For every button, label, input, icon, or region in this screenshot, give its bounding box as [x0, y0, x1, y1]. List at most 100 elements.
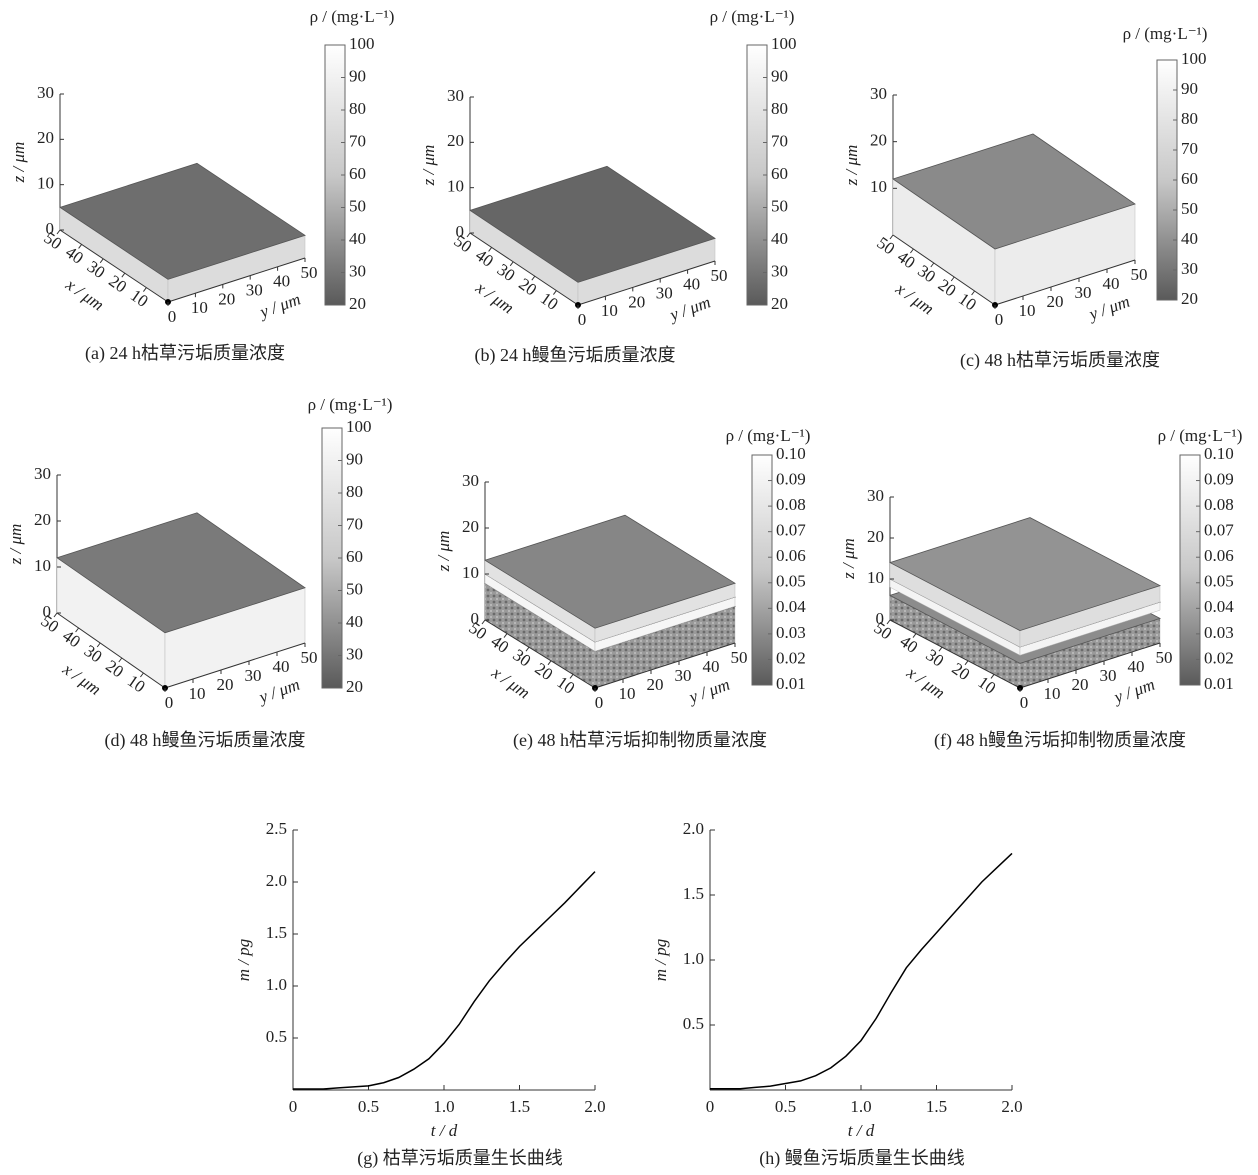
y-tick-label: 20: [218, 289, 235, 308]
colorbar-tick-label: 50: [771, 196, 788, 215]
y-axis-label: m / pg: [651, 939, 670, 982]
x-tick-label: 0: [289, 1097, 298, 1116]
y-tick-label: 30: [1075, 283, 1092, 302]
y-tick-label: 30: [245, 666, 262, 685]
x-tick: [466, 232, 471, 238]
colorbar-label: ρ / (mg·L⁻¹): [1158, 426, 1243, 445]
z-tick-label: 30: [34, 464, 51, 483]
y-tick-label: 10: [1019, 301, 1036, 320]
x-tick-label: 40: [897, 632, 922, 657]
x-tick-label: 30: [84, 257, 109, 282]
y-tick-label: 2.0: [683, 819, 704, 838]
colorbar-tick-label: 60: [771, 164, 788, 183]
x-tick: [75, 627, 79, 633]
colorbar-tick-label: 70: [771, 131, 788, 150]
z-tick-label: 20: [37, 128, 54, 147]
colorbar-tick-label: 40: [346, 612, 363, 631]
y-tick-label: 40: [683, 275, 700, 294]
x-axis-label: x / μm: [62, 274, 108, 314]
x-tick-label: 20: [102, 656, 127, 681]
colorbar-tick-label: 50: [346, 579, 363, 598]
x-axis-label: x / μm: [892, 278, 938, 318]
x-tick-label: 40: [59, 626, 84, 651]
y-tick-label: 20: [217, 675, 234, 694]
x-tick-label: 10: [124, 671, 149, 696]
x-tick-label: 10: [127, 286, 152, 311]
colorbar-tick-label: 70: [349, 131, 366, 150]
x-tick-label: 10: [554, 672, 579, 697]
colorbar-tick-label: 0.08: [776, 495, 806, 514]
x-tick-label: 1.0: [850, 1097, 871, 1116]
x-tick-label: 0.5: [775, 1097, 796, 1116]
z-axis-label: z / μm: [839, 538, 858, 580]
y-tick-label: 2.0: [266, 871, 287, 890]
colorbar-tick-label: 0.02: [1204, 648, 1234, 667]
y-tick-label: 20: [1047, 292, 1064, 311]
colorbar-tick-label: 40: [349, 229, 366, 248]
z-axis-label: z / μm: [434, 531, 453, 573]
y-tick-label: 10: [601, 301, 618, 320]
x-axis-label: t / d: [431, 1121, 458, 1140]
z-axis-label: z / μm: [842, 145, 861, 187]
colorbar-label: ρ / (mg·L⁻¹): [710, 7, 795, 26]
y-tick-label: 1.0: [266, 975, 287, 994]
x-axis-label: x / μm: [472, 277, 518, 317]
x-tick-label: 30: [923, 645, 948, 670]
colorbar-tick-label: 0.01: [1204, 674, 1234, 693]
colorbar-tick-label: 30: [346, 644, 363, 663]
z-tick-label: 20: [34, 510, 51, 529]
x-tick: [142, 287, 147, 292]
colorbar-tick-label: 0.04: [1204, 597, 1234, 616]
y-axis: [577, 260, 716, 306]
x-tick-label: 2.0: [1001, 1097, 1022, 1116]
colorbar-tick-label: 50: [349, 196, 366, 215]
caption: (b) 24 h鳗鱼污垢质量浓度: [475, 345, 676, 366]
y-tick-label: 10: [619, 684, 636, 703]
colorbar-tick-label: 20: [1181, 289, 1198, 308]
z-tick-label: 10: [447, 177, 464, 196]
x-tick-label: 40: [488, 632, 513, 657]
y-tick-label: 0: [168, 307, 177, 326]
x-tick-label: 30: [494, 260, 519, 285]
colorbar-tick-label: 50: [1181, 199, 1198, 218]
y-tick-label: 50: [301, 263, 318, 282]
growth-curve: [293, 871, 596, 1090]
colorbar-tick-label: 0.07: [776, 521, 806, 540]
colorbar-tick-label: 0.03: [776, 623, 806, 642]
x-axis-label: x / μm: [59, 659, 105, 699]
slab-top: [469, 165, 716, 283]
z-tick-label: 30: [37, 83, 54, 102]
x-tick-label: 10: [955, 289, 980, 314]
colorbar-tick-label: 0.05: [776, 572, 806, 591]
y-tick-label: 40: [1103, 274, 1120, 293]
x-tick: [889, 234, 894, 240]
x-tick-label: 30: [510, 645, 535, 670]
colorbar-tick-label: 100: [349, 34, 375, 53]
x-axis-label: x / μm: [903, 662, 949, 702]
x-tick-label: 1.5: [509, 1097, 530, 1116]
x-tick-label: 40: [472, 245, 497, 270]
x-tick-label: 40: [62, 242, 87, 267]
y-tick-label: 0: [595, 693, 604, 712]
colorbar-tick-label: 0.05: [1204, 572, 1234, 591]
z-tick-label: 0: [876, 609, 885, 628]
x-tick-label: 40: [894, 247, 919, 272]
y-tick-label: 10: [191, 298, 208, 317]
z-axis-label: z / μm: [419, 145, 438, 187]
y-tick-label: 40: [703, 657, 720, 676]
x-tick: [118, 657, 123, 663]
colorbar-tick-label: 0.08: [1204, 495, 1234, 514]
z-tick-label: 0: [456, 222, 465, 241]
z-tick-label: 30: [867, 486, 884, 505]
colorbar-tick-label: 0.07: [1204, 521, 1234, 540]
y-tick-label: 40: [1128, 657, 1145, 676]
x-tick: [96, 642, 101, 648]
z-tick-label: 10: [867, 568, 884, 587]
y-tick-label: 20: [628, 292, 645, 311]
colorbar-tick-label: 30: [1181, 259, 1198, 278]
colorbar-label: ρ / (mg·L⁻¹): [1123, 24, 1208, 43]
y-axis-label: y / μm: [685, 675, 732, 708]
x-tick-label: 10: [537, 289, 562, 314]
x-tick-label: 50: [874, 233, 899, 258]
